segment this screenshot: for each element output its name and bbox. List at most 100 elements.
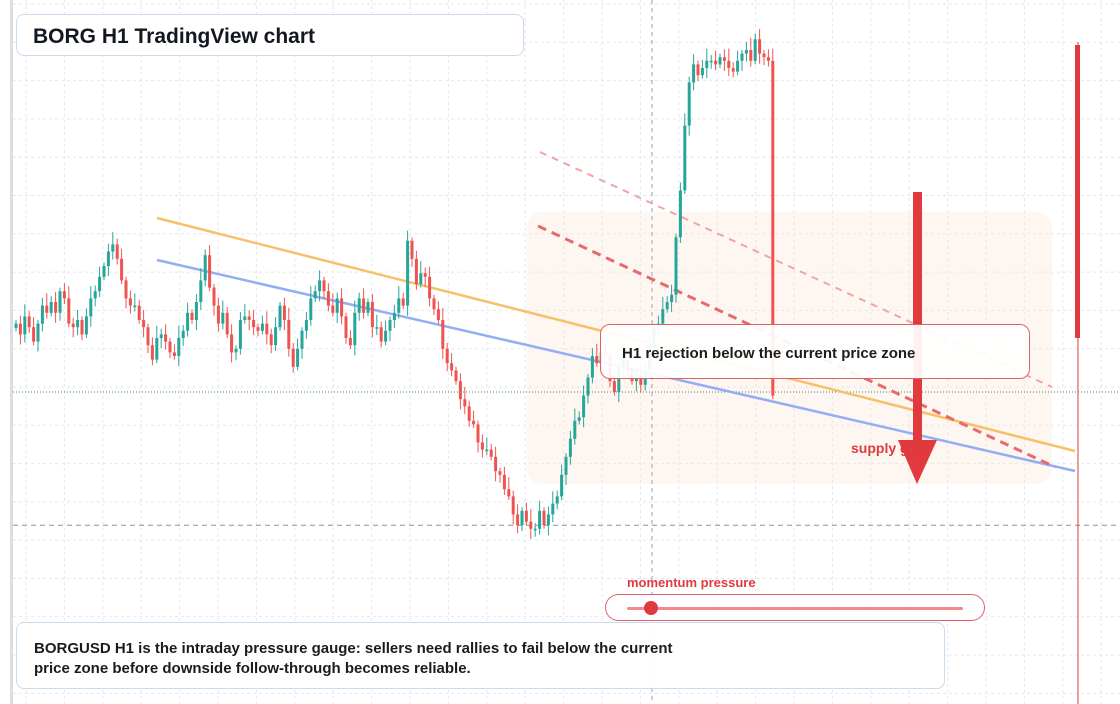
candle-body xyxy=(120,258,124,281)
candle-body xyxy=(67,298,71,324)
candle xyxy=(256,323,260,337)
candle-body xyxy=(564,456,568,475)
candle xyxy=(524,502,528,526)
candle xyxy=(401,292,405,310)
rejection-callout: H1 rejection below the current price zon… xyxy=(600,324,1030,379)
candle-body xyxy=(216,305,220,324)
candle-body xyxy=(595,356,599,364)
candle-body xyxy=(661,309,665,324)
candle-body xyxy=(573,420,577,439)
candle-body xyxy=(753,39,757,61)
candle-body xyxy=(238,320,242,349)
momentum-gauge[interactable] xyxy=(605,594,985,621)
candle xyxy=(353,300,357,356)
candle xyxy=(309,286,313,326)
candle-body xyxy=(467,406,471,421)
candle xyxy=(225,307,229,338)
candle-body xyxy=(428,276,432,299)
candle xyxy=(577,411,581,425)
candle xyxy=(392,304,396,328)
candle xyxy=(155,325,159,364)
candle-body xyxy=(441,320,445,349)
candle xyxy=(62,283,66,305)
candle-body xyxy=(296,348,300,367)
candle-body xyxy=(265,323,269,335)
candle xyxy=(45,293,49,319)
candle-body xyxy=(617,366,621,392)
candle-body xyxy=(366,302,370,313)
candle xyxy=(551,491,555,523)
candle xyxy=(49,296,53,317)
candle xyxy=(111,232,115,260)
candle xyxy=(590,348,594,384)
candle-body xyxy=(14,323,18,328)
candle-body xyxy=(502,474,506,490)
bearish-arrow-head xyxy=(898,440,937,484)
candle xyxy=(428,266,432,307)
candle-body xyxy=(670,294,674,302)
candle xyxy=(432,294,436,315)
candle-body xyxy=(520,510,524,526)
candle xyxy=(485,437,489,456)
candle xyxy=(542,507,546,529)
candle-body xyxy=(287,320,291,349)
candle xyxy=(740,50,744,71)
candlestick-series xyxy=(14,29,775,539)
candle xyxy=(260,315,264,335)
momentum-gauge-knob[interactable] xyxy=(643,601,658,615)
candle xyxy=(159,328,163,349)
candle xyxy=(727,48,731,76)
candle xyxy=(388,316,392,341)
candle xyxy=(168,338,172,359)
candle-body xyxy=(705,60,709,68)
candle xyxy=(384,320,388,346)
candle-body xyxy=(511,496,515,515)
candle-body xyxy=(45,305,49,313)
candle xyxy=(23,304,27,343)
candle-body xyxy=(740,53,744,61)
candle-body xyxy=(194,302,198,320)
candle xyxy=(186,302,190,337)
candle-body xyxy=(93,291,97,299)
candle-body xyxy=(300,330,304,349)
candle xyxy=(670,284,674,313)
candle xyxy=(573,408,577,445)
candle-body xyxy=(397,298,401,313)
candle-body xyxy=(766,57,770,61)
candle xyxy=(467,400,471,427)
candle xyxy=(709,55,713,69)
candle-body xyxy=(340,298,344,317)
candle-body xyxy=(49,302,53,313)
candle-body xyxy=(142,320,146,328)
candle-body xyxy=(181,330,185,338)
candle xyxy=(344,312,348,344)
candle-body xyxy=(54,302,58,313)
candle-body xyxy=(744,50,748,54)
candle-body xyxy=(758,39,762,54)
candle xyxy=(480,434,484,458)
candle xyxy=(507,476,511,500)
candle xyxy=(586,374,590,404)
candle-body xyxy=(318,280,322,292)
candle xyxy=(89,286,93,327)
candle xyxy=(375,314,379,336)
candle-body xyxy=(62,291,66,299)
candle xyxy=(238,312,242,355)
candle-body xyxy=(674,237,678,295)
candle xyxy=(674,233,678,303)
candle-body xyxy=(722,57,726,61)
candle-body xyxy=(89,298,93,317)
candle xyxy=(762,50,766,66)
candle xyxy=(683,113,687,194)
candle xyxy=(252,309,256,336)
candle-body xyxy=(458,381,462,400)
candle xyxy=(555,490,559,510)
candle-body xyxy=(348,338,352,346)
candle-body xyxy=(516,514,520,526)
chart-title-box: BORG H1 TradingView chart xyxy=(16,14,524,56)
analysis-note-text: BORGUSD H1 is the intraday pressure gaug… xyxy=(34,640,673,677)
candle-body xyxy=(353,312,357,346)
candle xyxy=(520,507,524,531)
candle-body xyxy=(111,244,115,252)
candle-body xyxy=(727,60,731,68)
